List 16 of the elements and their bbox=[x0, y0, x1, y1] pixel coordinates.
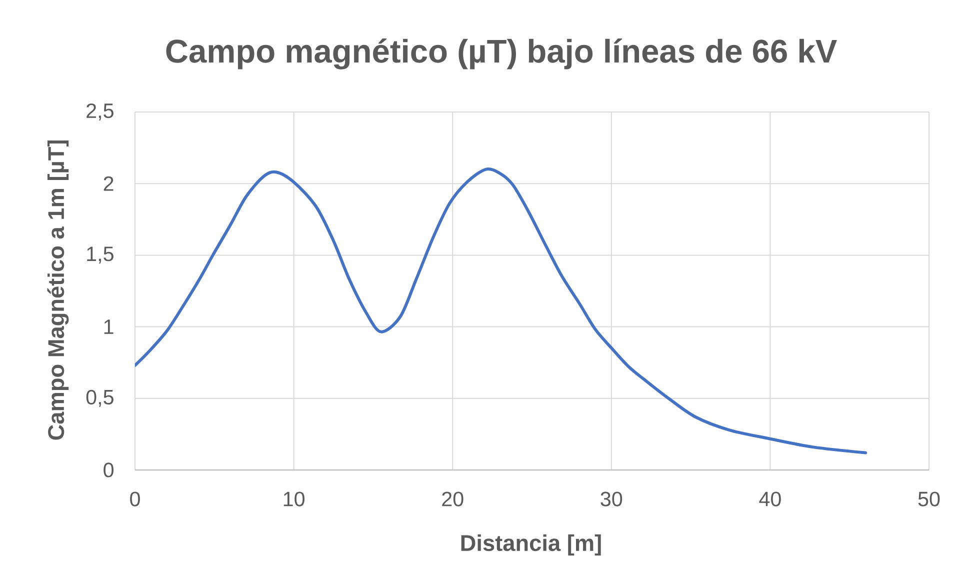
y-tick-label: 0 bbox=[104, 462, 114, 478]
y-tick-label: 2,5 bbox=[86, 103, 114, 121]
y-tick-label: 1 bbox=[104, 320, 114, 334]
x-tick-label: 10 bbox=[284, 492, 304, 506]
x-tick-label: 40 bbox=[759, 492, 781, 506]
x-tick-label: 30 bbox=[600, 492, 622, 506]
y-tick-label: 0,5 bbox=[86, 390, 114, 407]
x-axis-title: Distancia [m] bbox=[461, 534, 601, 556]
y-tick-label: 2 bbox=[104, 176, 114, 191]
chart-title: Campo magnético (µT) bajo líneas de 66 kV bbox=[166, 38, 837, 70]
x-tick-label: 50 bbox=[918, 492, 940, 506]
x-tick-label: 20 bbox=[442, 492, 464, 506]
y-tick-label: 1,5 bbox=[87, 246, 114, 264]
x-tick-label: 0 bbox=[130, 492, 140, 506]
line-series bbox=[135, 168, 867, 454]
y-axis-title: Campo Magnético a 1m [µT] bbox=[47, 140, 69, 440]
